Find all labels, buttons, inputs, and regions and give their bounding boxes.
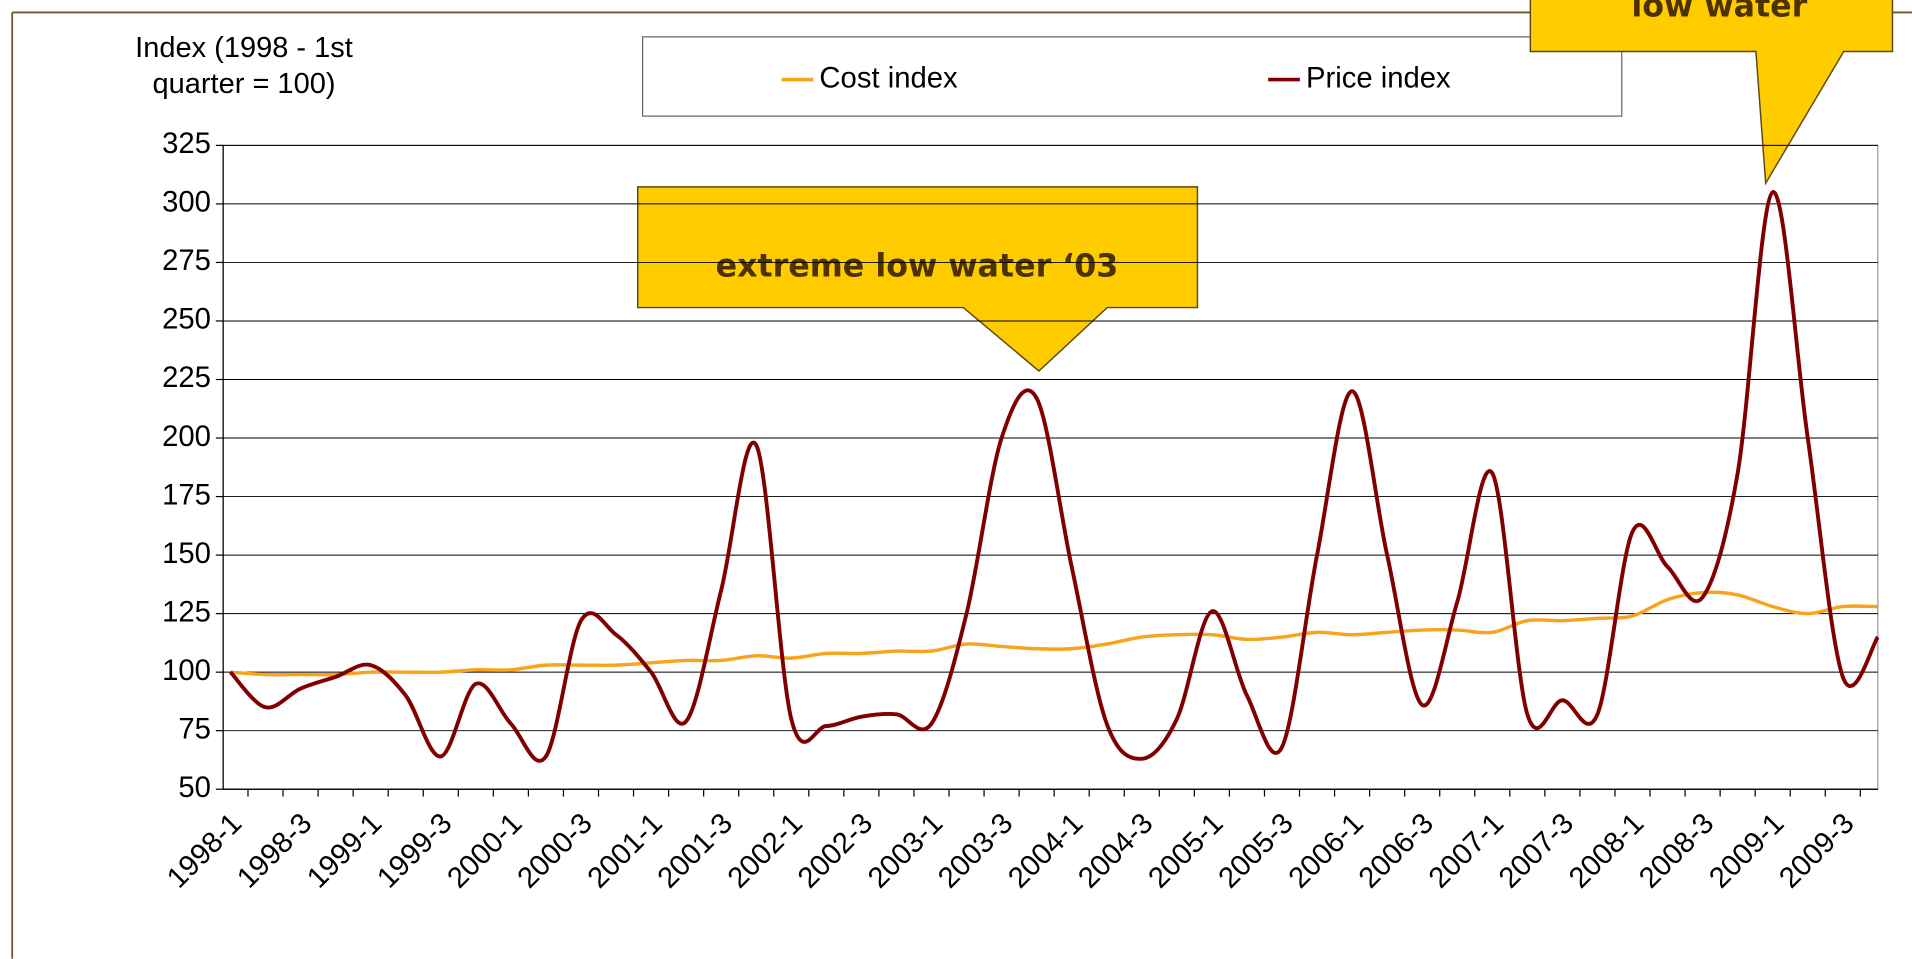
y-tick-label: 175 (162, 479, 211, 511)
x-tick-label: 1999-3 (371, 808, 458, 895)
y-tick-label: 125 (162, 596, 211, 628)
y-tick-label: 50 (178, 772, 211, 804)
annotation: low water (1631, 0, 1807, 25)
callout (1529, 0, 1894, 186)
legend-label: Price index (1306, 62, 1451, 94)
y-tick-label: 150 (162, 538, 211, 570)
x-tick-label: 2006-3 (1353, 808, 1440, 895)
x-tick-label: 2007-3 (1493, 808, 1580, 895)
x-tick-label: 2002-3 (792, 808, 879, 895)
y-tick-label: 300 (162, 187, 211, 219)
line-series (230, 590, 1878, 677)
x-tick-label: 2000-1 (442, 808, 529, 895)
legend-label: Cost index (819, 62, 958, 94)
y-tick-label: 200 (162, 421, 211, 453)
x-tick-label: 2009-1 (1703, 808, 1790, 895)
x-tick-label: 2006-1 (1283, 808, 1370, 895)
y-tick-label: 75 (178, 713, 211, 745)
x-tick-label: 1998-3 (231, 808, 318, 895)
y-tick-label: 325 (162, 128, 211, 160)
line-series (229, 190, 1880, 763)
legend-box (642, 36, 1623, 117)
x-tick-label: 2004-1 (1002, 808, 1089, 895)
y-axis-label: Index (1998 - 1st quarter = 100) (135, 32, 353, 100)
y-tick-label: 275 (162, 245, 211, 277)
x-tick-label: 2009-3 (1774, 808, 1861, 895)
x-tick-label: 2005-1 (1143, 808, 1230, 895)
y-tick-label: 250 (162, 304, 211, 336)
callout (637, 186, 1199, 372)
x-tick-label: 2001-3 (652, 808, 739, 895)
x-tick-label: 2005-3 (1213, 808, 1300, 895)
y-tick-label: 225 (162, 362, 211, 394)
x-tick-label: 2008-1 (1563, 808, 1650, 895)
x-tick-label: 2001-1 (582, 808, 669, 895)
x-tick-label: 1999-1 (301, 808, 388, 895)
x-tick-label: 2003-1 (862, 808, 949, 895)
y-tick-label: 100 (162, 655, 211, 687)
x-tick-label: 2000-3 (512, 808, 599, 895)
annotation: extreme low water ‘03 (716, 248, 1119, 284)
x-tick-label: 2008-3 (1633, 808, 1720, 895)
x-tick-label: 2002-1 (722, 808, 809, 895)
x-tick-label: 2007-1 (1423, 808, 1510, 895)
x-tick-label: 1998-1 (161, 808, 248, 895)
x-tick-label: 2003-3 (932, 808, 1019, 895)
x-tick-label: 2004-3 (1072, 808, 1159, 895)
